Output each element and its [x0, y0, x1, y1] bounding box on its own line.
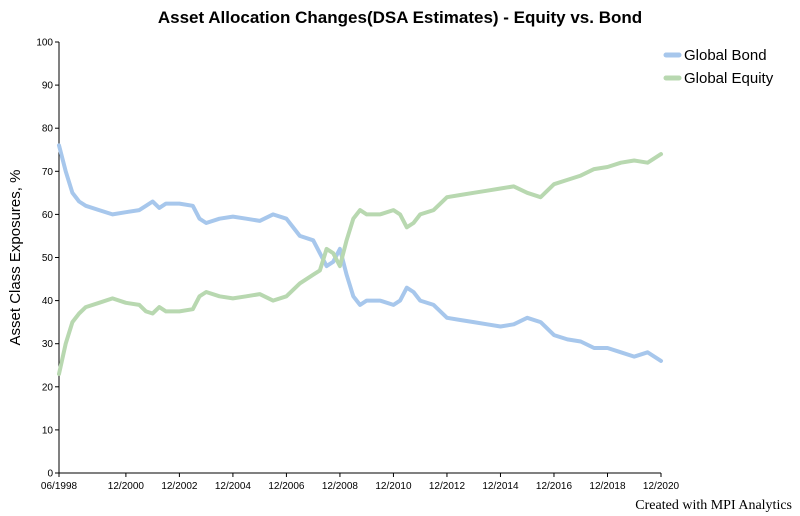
- legend-label: Global Equity: [684, 70, 774, 87]
- x-tick-label: 12/2012: [429, 481, 466, 492]
- x-tick-label: 12/2006: [268, 481, 305, 492]
- x-tick-label: 12/2002: [161, 481, 198, 492]
- y-tick-label: 40: [42, 296, 54, 307]
- y-tick-label: 10: [42, 425, 54, 436]
- y-tick-label: 70: [42, 167, 54, 178]
- y-tick-label: 80: [42, 124, 54, 135]
- series-line-global-equity: [57, 152, 663, 376]
- x-tick-label: 12/2018: [589, 481, 626, 492]
- x-tick-label: 12/2016: [536, 481, 573, 492]
- x-tick-label: 12/2004: [215, 481, 252, 492]
- series-line-global-bond: [57, 143, 663, 363]
- x-tick-label: 06/1998: [41, 481, 78, 492]
- y-tick-label: 30: [42, 339, 54, 350]
- y-tick-label: 50: [42, 253, 54, 264]
- x-tick-label: 12/2020: [643, 481, 680, 492]
- y-tick-label: 0: [47, 469, 53, 480]
- y-tick-label: 100: [36, 38, 53, 49]
- x-tick-label: 12/2000: [108, 481, 145, 492]
- chart-title: Asset Allocation Changes(DSA Estimates) …: [157, 8, 643, 27]
- x-tick-label: 12/2010: [375, 481, 412, 492]
- legend-label: Global Bond: [684, 47, 767, 64]
- x-tick-label: 12/2014: [482, 481, 519, 492]
- y-tick-label: 90: [42, 81, 54, 92]
- credit-text: Created with MPI Analytics: [635, 498, 792, 513]
- y-axis-label: Asset Class Exposures, %: [7, 170, 24, 346]
- y-tick-label: 20: [42, 382, 54, 393]
- x-tick-label: 12/2008: [322, 481, 359, 492]
- y-tick-label: 60: [42, 210, 54, 221]
